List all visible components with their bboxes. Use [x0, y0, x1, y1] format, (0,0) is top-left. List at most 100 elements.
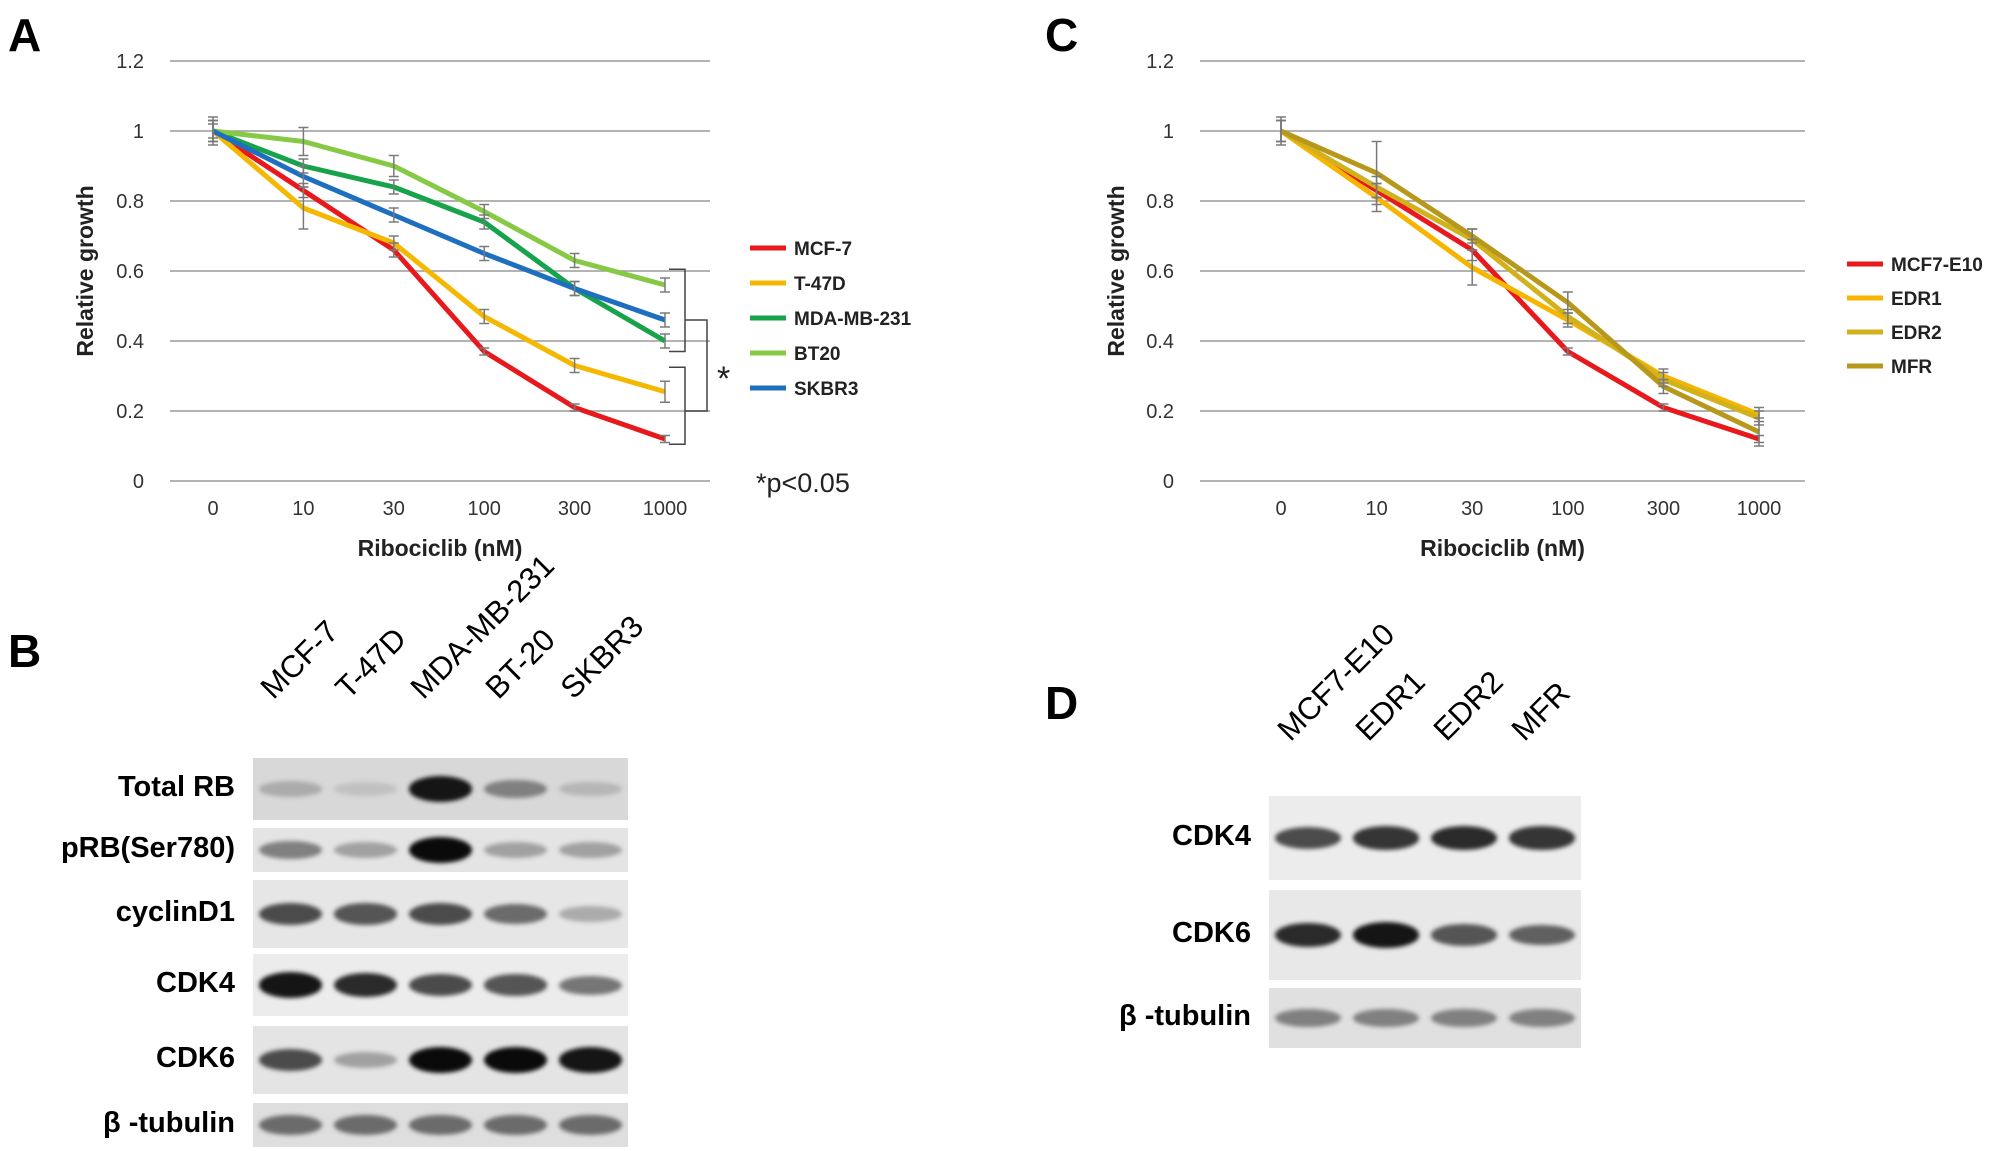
blot-row-label: CDK4: [156, 967, 235, 999]
x-tick-label: 30: [383, 498, 405, 520]
series-line: [1279, 128, 1760, 442]
x-tick-label: 10: [1365, 498, 1387, 520]
blot-band: [484, 904, 547, 924]
blot-band: [1275, 923, 1341, 947]
blot-band: [409, 837, 472, 863]
blot-strip: [253, 758, 628, 820]
blot-band: [334, 1051, 397, 1069]
y-tick-label: 0.6: [1146, 261, 1174, 283]
chart-a: 0 0.2 0.4 0.6 0.8 1 1.2 0 10 30 100 300 1000 Ribocicl…: [72, 51, 912, 561]
blot-band: [1509, 1008, 1575, 1028]
blot-band: [1353, 826, 1419, 850]
legend-label: SKBR3: [794, 379, 858, 400]
legend-label: EDR1: [1891, 289, 1942, 310]
blot-strip: [1269, 796, 1581, 880]
blot-band: [1431, 1008, 1497, 1028]
y-tick-label: 0.8: [116, 191, 144, 213]
blot-band: [334, 1115, 397, 1135]
blot-band: [1431, 924, 1497, 946]
bracket-upper: [669, 268, 686, 353]
blot-band: [409, 1047, 472, 1073]
blot-band: [1275, 1008, 1341, 1028]
y-tick-label: 0.2: [116, 401, 144, 423]
blot-band: [409, 1115, 472, 1135]
blot-strip: [253, 880, 628, 948]
blot-band: [1275, 827, 1341, 849]
blot-row-label: β -tubulin: [1118, 1000, 1251, 1032]
series-line: [1279, 128, 1760, 417]
blot-band: [559, 906, 622, 922]
series-line: [211, 128, 666, 442]
blot-strip: [253, 1026, 628, 1094]
y-tick-label: 1: [1163, 121, 1174, 143]
blot-row-label: CDK4: [1172, 820, 1251, 852]
significance-mark: *: [717, 360, 730, 398]
y-tick-label: 0.4: [116, 331, 144, 353]
legend-label: MDA-MB-231: [794, 309, 912, 330]
blot-strip: [1269, 988, 1581, 1048]
blot-band: [334, 973, 397, 997]
x-tick-label: 1000: [1737, 498, 1782, 520]
blot-band: [1431, 826, 1497, 850]
blot-band: [409, 903, 472, 925]
x-tick-label: 0: [207, 498, 218, 520]
blot-band: [334, 841, 397, 859]
y-tick-label: 0.8: [1146, 191, 1174, 213]
series-line: [1279, 128, 1760, 421]
series-line: [211, 128, 666, 323]
blot-band: [559, 975, 622, 995]
bracket-outer: [685, 319, 708, 412]
lane-label: MFR: [1504, 675, 1578, 748]
y-tick-label: 0: [133, 471, 144, 493]
y-tick-label: 0: [1163, 471, 1174, 493]
y-tick-label: 1.2: [116, 51, 144, 73]
y-axis-label: Relative growth: [1103, 185, 1129, 356]
panel-letter-b: B: [8, 625, 42, 677]
x-tick-label: 1000: [643, 498, 688, 520]
blot-band: [259, 781, 322, 797]
legend-label: MCF7-E10: [1891, 255, 1983, 276]
blot-row-label: pRB(Ser780): [60, 832, 235, 864]
y-tick-label: 1.2: [1146, 51, 1174, 73]
blot-band: [409, 776, 472, 802]
x-axis-label: Ribociclib (nM): [1420, 535, 1585, 561]
y-tick-label: 1: [133, 121, 144, 143]
legend-label: T-47D: [794, 274, 846, 295]
x-tick-label: 300: [1647, 498, 1680, 520]
x-tick-label: 10: [292, 498, 314, 520]
blot-band: [559, 781, 622, 797]
blot-band: [484, 1115, 547, 1135]
y-tick-label: 0.6: [116, 261, 144, 283]
blot-strip: [253, 828, 628, 872]
lane-label: MCF-7: [253, 613, 346, 706]
blot-band: [1509, 826, 1575, 850]
x-tick-label: 100: [1551, 498, 1584, 520]
lane-label: T-47D: [328, 620, 414, 706]
panel-letter-a: A: [8, 9, 42, 61]
legend-label: EDR2: [1891, 323, 1942, 344]
blot-band: [559, 841, 622, 859]
blot-band: [484, 779, 547, 799]
blot-row-label: Total RB: [117, 771, 235, 803]
x-axis-label: Ribociclib (nM): [358, 535, 523, 561]
blot-band: [259, 1049, 322, 1071]
blot-row-label: CDK6: [156, 1042, 235, 1074]
blot-strip: [253, 954, 628, 1016]
panel-letter-d: D: [1045, 677, 1079, 729]
x-tick-label: 300: [558, 498, 591, 520]
blot-band: [409, 974, 472, 996]
blot-band: [334, 781, 397, 797]
p-value-annotation: *p<0.05: [756, 468, 850, 498]
blot-strip: [253, 1103, 628, 1147]
blot-row-label: CDK6: [1172, 917, 1251, 949]
blot-band: [559, 1115, 622, 1135]
lane-label: SKBR3: [553, 608, 651, 706]
western-blot-d: MCF7-E10 EDR1 EDR2 MFR CDK4 CDK6 β -tubulin: [1040, 617, 2000, 1060]
blot-band: [259, 840, 322, 860]
blot-band: [1353, 922, 1419, 948]
legend-label: BT20: [794, 344, 840, 365]
panel-letter-c: C: [1045, 9, 1079, 61]
blot-band: [1353, 1008, 1419, 1028]
blot-row-label: β -tubulin: [102, 1107, 235, 1139]
legend-label: MCF-7: [794, 239, 852, 260]
